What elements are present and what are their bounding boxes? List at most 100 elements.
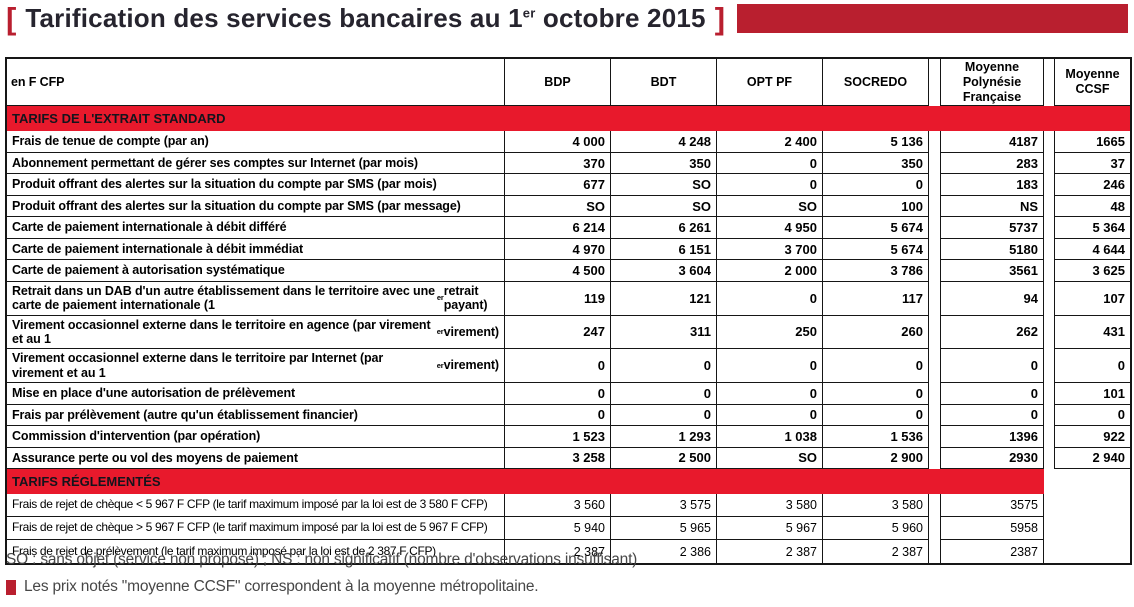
column-spacer [1044, 404, 1055, 426]
column-spacer [1044, 174, 1055, 196]
row-label: Assurance perte ou vol des moyens de pai… [7, 447, 505, 469]
value-bdt: 5 965 [611, 517, 717, 540]
value-bdt: 4 248 [611, 131, 717, 153]
value-bdt: 350 [611, 152, 717, 175]
value-moyenne-ccsf: 246 [1055, 174, 1130, 196]
value-moyenne-pf: 94 [941, 281, 1044, 316]
column-spacer [929, 281, 941, 316]
column-spacer [929, 260, 941, 282]
value-socredo: 0 [823, 174, 929, 196]
value-bdp: 1 523 [505, 426, 611, 448]
column-spacer [929, 217, 941, 239]
section-header-band: TARIFS RÉGLEMENTÉS [7, 469, 1044, 494]
value-bdp: 0 [505, 404, 611, 426]
row-label: Retrait dans un DAB d'un autre établisse… [7, 281, 505, 316]
row-label: Abonnement permettant de gérer ses compt… [7, 152, 505, 175]
value-bdp: 3 258 [505, 447, 611, 469]
value-opt-pf: 3 580 [717, 494, 823, 517]
value-bdp: 119 [505, 281, 611, 316]
column-spacer [929, 517, 941, 540]
column-spacer [929, 447, 941, 469]
column-header-moyenne-pf: Moyenne Polynésie Française [941, 59, 1044, 107]
value-opt-pf: 0 [717, 152, 823, 175]
value-moyenne-ccsf: 4 644 [1055, 238, 1130, 261]
value-socredo: 117 [823, 281, 929, 316]
row-label: Carte de paiement internationale à débit… [7, 238, 505, 261]
value-socredo: 0 [823, 383, 929, 405]
row-label: Frais de rejet de chèque > 5 967 F CFP (… [7, 517, 505, 540]
value-moyenne-ccsf: 107 [1055, 281, 1130, 316]
column-header-opt-pf: OPT PF [717, 59, 823, 107]
value-bdt: 311 [611, 315, 717, 350]
row-label: Frais de rejet de chèque < 5 967 F CFP (… [7, 494, 505, 517]
column-spacer [929, 540, 941, 563]
value-socredo: 5 136 [823, 131, 929, 153]
value-bdp: 4 970 [505, 238, 611, 261]
column-spacer [929, 426, 941, 448]
column-spacer [1044, 383, 1055, 405]
value-socredo: 0 [823, 349, 929, 383]
value-opt-pf: 0 [717, 349, 823, 383]
row-label: Produit offrant des alertes sur la situa… [7, 174, 505, 196]
value-moyenne-ccsf: 1665 [1055, 131, 1130, 153]
column-spacer [1044, 131, 1055, 153]
column-spacer [1044, 217, 1055, 239]
value-moyenne-pf: 4187 [941, 131, 1044, 153]
value-bdt: 1 293 [611, 426, 717, 448]
value-moyenne-pf: 5180 [941, 238, 1044, 261]
column-header-moyenne-ccsf: Moyenne CCSF [1055, 59, 1130, 107]
section-header-band: TARIFS DE L'EXTRAIT STANDARD [7, 106, 1130, 132]
value-socredo: 5 674 [823, 238, 929, 261]
value-moyenne-pf: 0 [941, 383, 1044, 405]
value-socredo: 2 387 [823, 540, 929, 563]
row-label: Virement occasionnel externe dans le ter… [7, 315, 505, 350]
value-socredo: 0 [823, 404, 929, 426]
column-spacer [1044, 59, 1055, 107]
value-opt-pf: 0 [717, 383, 823, 405]
tariff-table: en F CFP BDP BDT OPT PF SOCREDO Moyenne Polyn… [5, 57, 1132, 565]
column-spacer [1044, 281, 1055, 316]
row-label: Virement occasionnel externe dans le ter… [7, 349, 505, 383]
value-moyenne-ccsf: 2 940 [1055, 447, 1130, 469]
column-spacer [929, 494, 941, 517]
column-spacer [929, 152, 941, 175]
column-spacer [1044, 238, 1055, 261]
empty-ccsf-area [1044, 517, 1130, 540]
row-label: Frais de tenue de compte (par an) [7, 131, 505, 153]
title-close-bracket: ] [714, 1, 726, 36]
value-moyenne-pf: 5737 [941, 217, 1044, 239]
value-moyenne-pf: 0 [941, 404, 1044, 426]
value-moyenne-pf: 3575 [941, 494, 1044, 517]
column-spacer [1044, 152, 1055, 175]
table-unit-label: en F CFP [7, 59, 505, 107]
column-spacer [1044, 315, 1055, 350]
value-bdt: 0 [611, 383, 717, 405]
column-spacer [929, 195, 941, 218]
column-spacer [929, 131, 941, 153]
value-moyenne-ccsf: 101 [1055, 383, 1130, 405]
value-moyenne-ccsf: 37 [1055, 152, 1130, 175]
value-bdt: 6 261 [611, 217, 717, 239]
value-opt-pf: 1 038 [717, 426, 823, 448]
value-moyenne-ccsf: 431 [1055, 315, 1130, 350]
value-moyenne-pf: 2387 [941, 540, 1044, 563]
value-socredo: 5 960 [823, 517, 929, 540]
value-bdt: SO [611, 195, 717, 218]
value-socredo: 1 536 [823, 426, 929, 448]
value-socredo: 2 900 [823, 447, 929, 469]
value-bdp: 677 [505, 174, 611, 196]
value-bdp: 5 940 [505, 517, 611, 540]
page-title: [ Tarification des services bancaires au… [6, 3, 1128, 34]
row-label: Frais de rejet de prélèvement (le tarif … [7, 540, 505, 563]
value-moyenne-pf: 5958 [941, 517, 1044, 540]
column-spacer [1044, 426, 1055, 448]
value-bdt: SO [611, 174, 717, 196]
value-moyenne-ccsf: 922 [1055, 426, 1130, 448]
column-spacer [929, 174, 941, 196]
value-socredo: 5 674 [823, 217, 929, 239]
value-bdp: 370 [505, 152, 611, 175]
value-moyenne-ccsf: 5 364 [1055, 217, 1130, 239]
value-bdt: 2 500 [611, 447, 717, 469]
value-bdt: 6 151 [611, 238, 717, 261]
value-moyenne-pf: 1396 [941, 426, 1044, 448]
